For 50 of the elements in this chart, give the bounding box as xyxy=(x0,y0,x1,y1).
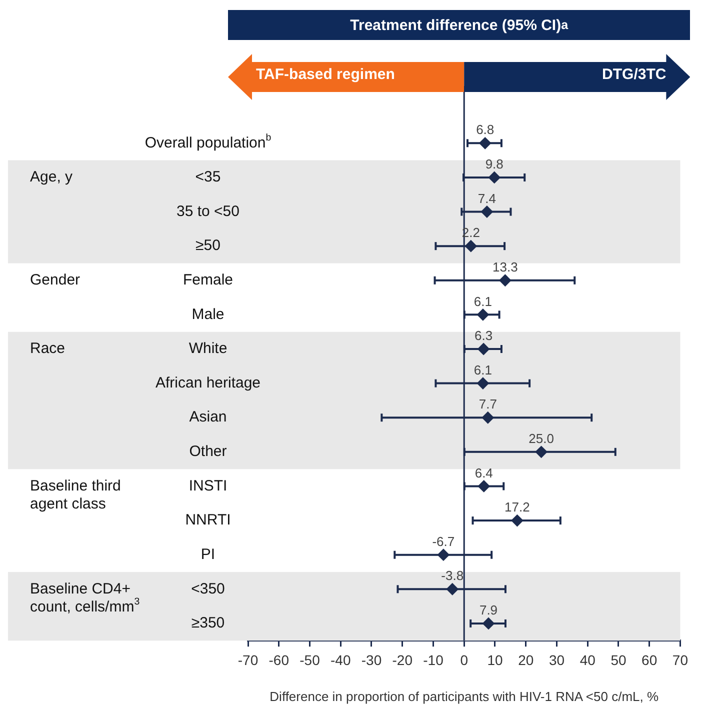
text: Gender xyxy=(30,272,80,289)
y-tick-label: Male xyxy=(192,306,224,323)
data-label: -3.8 xyxy=(441,568,464,584)
x-tick-label: -20 xyxy=(392,652,413,668)
x-tick-label: -60 xyxy=(268,652,290,668)
x-tick-label: 40 xyxy=(580,652,596,668)
y-tick-label: African heritage xyxy=(155,374,261,392)
x-tick-label: -40 xyxy=(330,652,351,668)
text: Age, y xyxy=(30,168,74,186)
data-label: 7.9 xyxy=(479,602,498,618)
x-tick-label: 20 xyxy=(518,652,534,668)
data-label: 6.3 xyxy=(474,328,493,344)
x-axis-title: Difference in proportion of participants with HIV-1 RNA <50 c/mL, % xyxy=(270,688,659,704)
y-tick-label: 35 to <50 xyxy=(176,202,240,220)
y-tick-label: INSTI xyxy=(188,477,228,494)
x-tick-label: 10 xyxy=(487,652,503,668)
x-tick-label: 0 xyxy=(460,652,468,668)
x-tick-label: 30 xyxy=(548,652,565,668)
x-tick-label: 70 xyxy=(672,652,688,668)
data-label: 17.2 xyxy=(504,500,530,515)
data-label: 9.8 xyxy=(485,156,504,172)
x-tick-label: -70 xyxy=(238,652,258,668)
text: Race xyxy=(30,340,66,358)
y-tick-label: PI xyxy=(200,546,216,563)
data-label: 7.4 xyxy=(478,190,496,206)
y-tick-label: NNRTI xyxy=(185,512,231,529)
x-tick-label: -10 xyxy=(423,652,444,668)
data-label: 13.3 xyxy=(492,259,518,274)
y-tick-label: Asian xyxy=(189,408,227,426)
y-tick-label: ≥350 xyxy=(191,614,225,632)
x-tick-label: 50 xyxy=(610,652,626,668)
y-tick-label: ≥50 xyxy=(196,237,220,254)
y-tick-label: Other xyxy=(189,443,227,460)
data-label: -6.7 xyxy=(432,534,455,549)
data-label: 7.7 xyxy=(478,396,497,412)
x-tick-label: -50 xyxy=(300,652,320,668)
y-tick-label: White xyxy=(188,340,228,358)
data-label: 6.4 xyxy=(474,465,493,480)
text: Baseline third agent class xyxy=(30,477,121,512)
y-tick-label: Female xyxy=(182,272,234,289)
x-tick-label: 60 xyxy=(642,652,658,668)
y-tick-label: <350 xyxy=(191,580,225,598)
data-label: 6.1 xyxy=(474,294,492,309)
data-label: 25.0 xyxy=(528,430,554,446)
text: TAF-based regimen xyxy=(256,66,395,83)
data-label: 6.1 xyxy=(474,362,492,378)
data-label: 6.8 xyxy=(476,122,494,138)
x-tick-label: -30 xyxy=(361,652,382,668)
y-tick-label: <35 xyxy=(195,168,221,186)
text: DTG/3TC xyxy=(602,66,666,83)
